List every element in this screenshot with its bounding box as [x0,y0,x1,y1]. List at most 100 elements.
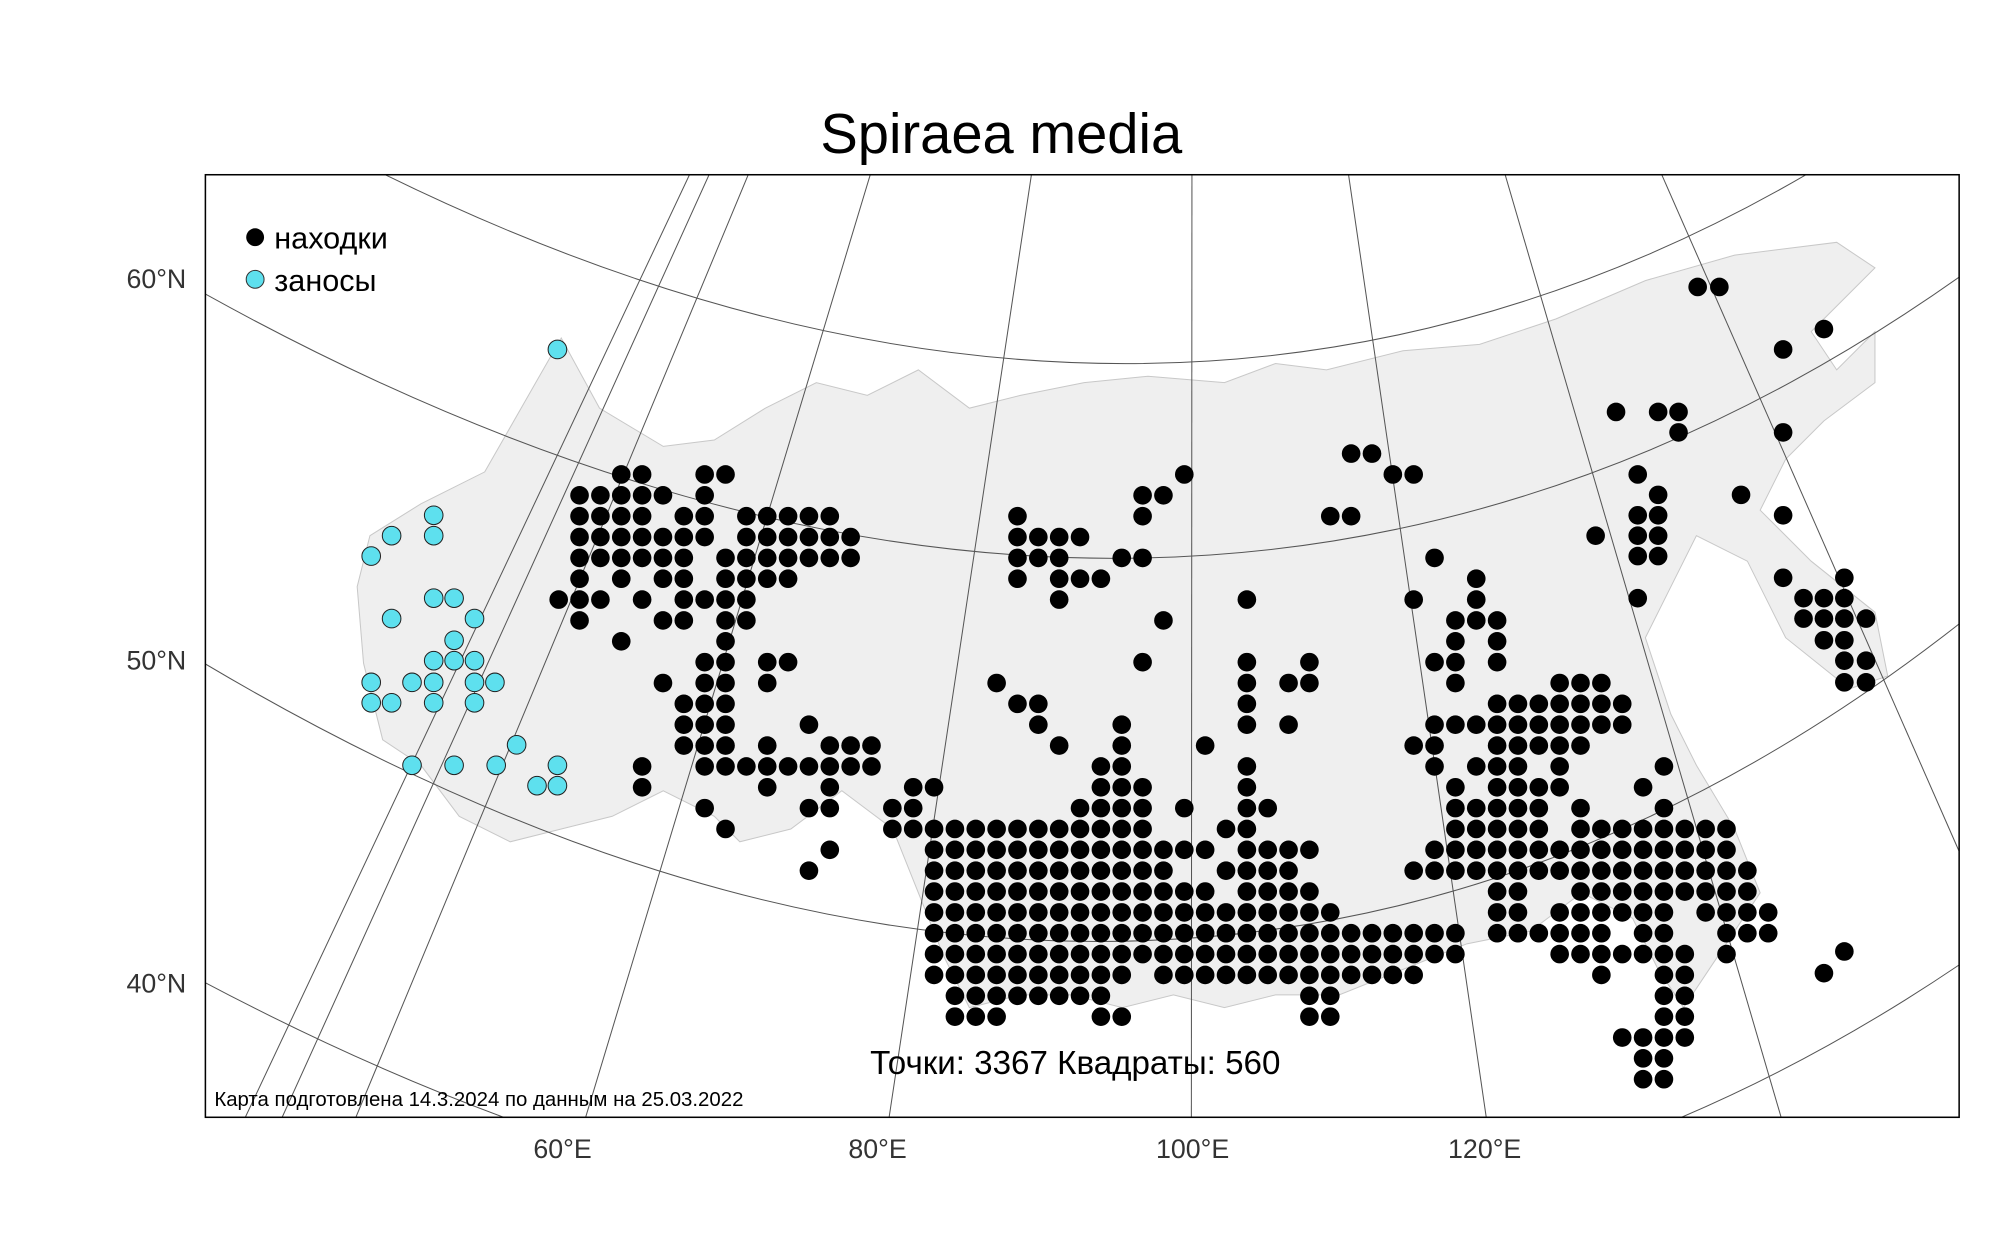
find-dot [1091,819,1111,839]
find-dot [632,465,652,484]
find-dot [1174,965,1194,985]
find-dot [1814,630,1834,650]
find-dot [674,590,694,609]
find-dot [841,757,860,776]
find-dot [1029,548,1048,568]
find-dot [1571,798,1590,818]
find-dot [1592,903,1611,922]
find-dot [695,736,714,755]
find-dot [1675,1028,1695,1047]
find-dot [924,882,944,901]
find-dot [987,840,1006,860]
find-dot [1648,546,1668,566]
find-dot [1571,715,1590,735]
find-dot [1633,840,1653,860]
find-dot [1648,505,1668,525]
find-dot [1029,715,1048,735]
find-dot [1279,840,1298,860]
find-dot [1550,694,1569,714]
find-dot [570,611,589,630]
introduction-dot [464,608,485,629]
find-dot [1612,861,1632,880]
find-dot [1279,923,1298,943]
find-dot [570,590,589,609]
find-dot [987,819,1006,839]
find-dot [945,944,965,964]
find-dot [1237,923,1257,943]
find-dot [1487,652,1507,672]
find-dot [1773,340,1793,359]
find-dot [1508,882,1528,901]
find-dot [1466,798,1486,818]
find-dot [1070,923,1090,943]
introduction-dot [381,608,402,629]
find-dot [1383,465,1403,484]
find-dot [966,861,986,880]
find-dot [1279,715,1298,735]
find-dot [903,798,923,818]
find-dot [757,527,777,547]
find-dot [1675,861,1695,880]
legend-marker [246,228,265,247]
find-dot [1835,609,1854,628]
find-dot [966,882,986,901]
find-dot [1529,736,1549,755]
find-dot [1279,882,1298,901]
find-dot [1091,861,1111,880]
find-dot [1425,715,1444,735]
find-dot [1466,757,1486,776]
introduction-dot [527,775,547,796]
find-dot [903,819,923,839]
find-dot [1070,840,1090,860]
find-dot [1696,840,1715,860]
find-dot [1112,965,1132,985]
meridian [355,174,749,1118]
find-dot [1487,840,1507,860]
find-dot [1320,965,1340,985]
find-dot [1049,840,1069,860]
find-dot [1029,923,1048,943]
find-dot [1571,819,1590,839]
find-dot [966,944,986,964]
find-dot [1029,861,1048,880]
find-dot [1049,861,1069,880]
find-dot [1154,840,1173,860]
find-dot [1487,923,1507,943]
introduction-dot [444,650,464,671]
introduction-dot [547,339,568,360]
find-dot [966,840,986,860]
find-dot [1669,402,1688,422]
find-dot [1070,527,1090,547]
find-dot [1675,840,1695,860]
find-dot [716,694,735,714]
find-dot [1362,444,1382,463]
find-dot [1216,923,1236,943]
introduction-dot [444,630,464,651]
find-dot [1487,611,1507,630]
find-dot [1508,798,1528,818]
find-dot [1070,986,1090,1006]
find-dot [1758,923,1778,943]
find-dot [1696,903,1715,922]
find-dot [1633,777,1653,797]
find-dot [1112,1007,1132,1026]
find-dot [1091,923,1111,943]
introduction-dot [402,672,422,693]
find-dot [924,944,944,964]
find-dot [1133,548,1152,568]
lat-label: 50°N [126,646,186,676]
find-dot [1628,505,1648,525]
find-dot [1029,527,1048,547]
find-dot [924,903,944,922]
introduction-dot [486,755,507,776]
find-dot [1341,923,1361,943]
find-dot [1237,652,1257,672]
find-dot [1341,506,1361,526]
find-dot [1174,882,1194,901]
find-dot [674,527,694,547]
find-dot [1112,757,1132,776]
find-dot [1091,903,1111,922]
find-dot [1592,861,1611,880]
find-dot [1362,965,1382,985]
